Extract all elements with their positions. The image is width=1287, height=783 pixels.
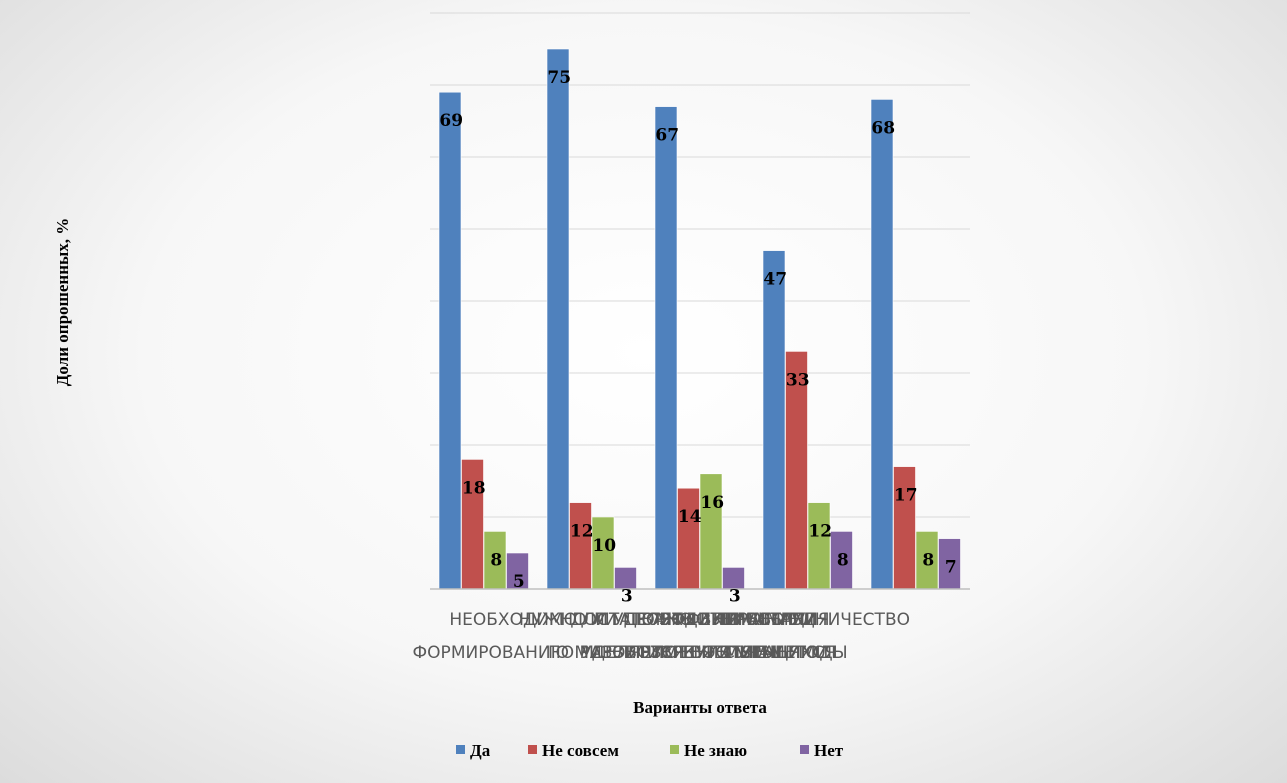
bar xyxy=(870,99,894,590)
category-label: ДОСТАТОЧНО ЛИ ВНИМАНИЯ xyxy=(570,610,829,630)
gridlines xyxy=(430,12,970,518)
data-label: 3 xyxy=(621,586,633,606)
legend-swatch xyxy=(670,745,679,754)
legend: Да Не совсем Не знаю Нет xyxy=(456,741,844,760)
category-label: НУЖНО ЛИ ПРОВОДИТЬ РАБОТУ xyxy=(519,610,806,630)
legend-swatch xyxy=(800,745,809,754)
bar xyxy=(699,473,723,590)
legend-label: Да xyxy=(470,741,491,760)
category-label: НЕОБХОДИМО ЛИ УДЕЛЯТЬ ВНИМАНИЕ xyxy=(449,610,799,630)
data-label: 8 xyxy=(837,550,849,570)
legend-label: Не совсем xyxy=(542,741,619,760)
bar xyxy=(654,106,678,590)
y-axis-title: Доли опрошенных, % xyxy=(53,218,72,387)
data-label: 8 xyxy=(490,550,502,570)
category-label: УДЕЛЯЕТСЯ ВОСПИТАНИЮ xyxy=(581,643,818,663)
bar xyxy=(438,91,462,590)
bar xyxy=(807,502,831,590)
data-label: 12 xyxy=(808,522,832,542)
bar xyxy=(546,48,570,590)
legend-swatch xyxy=(456,745,465,754)
data-label: 5 xyxy=(513,572,525,592)
data-label: 3 xyxy=(729,586,741,606)
data-label: 14 xyxy=(678,507,702,527)
data-label: 12 xyxy=(570,522,594,542)
data-label: 18 xyxy=(462,478,486,498)
bar xyxy=(762,250,786,590)
bar xyxy=(677,487,700,590)
data-label: 8 xyxy=(922,550,934,570)
data-label: 33 xyxy=(786,370,810,390)
data-label: 47 xyxy=(763,270,787,290)
legend-swatch xyxy=(528,745,537,754)
category-label: ЭФФЕКТИВНЫ ЛИ xyxy=(659,610,816,630)
data-label: 7 xyxy=(945,558,957,578)
x-axis-title: Варианты ответа xyxy=(633,698,767,717)
data-label: 69 xyxy=(439,111,463,131)
category-label: ПРИМЕНЯЕМЫЕ МЕТОДЫ xyxy=(628,643,848,663)
data-label: 67 xyxy=(655,126,679,146)
category-label: ФОРМИРОВАНИЮ МИРОВОЗЗРЕНИЯ УЧАЩИХСЯ xyxy=(413,643,837,663)
data-label: 16 xyxy=(700,493,724,513)
bar xyxy=(569,502,592,590)
category-label: ВАЖНО ЛИ СОТРУДНИЧЕСТВО xyxy=(641,610,910,630)
data-label: 68 xyxy=(871,118,895,138)
data-label: 75 xyxy=(547,68,571,88)
data-label: 17 xyxy=(894,486,918,506)
legend-label: Нет xyxy=(814,741,844,760)
data-label: 10 xyxy=(592,536,616,556)
legend-label: Не знаю xyxy=(684,741,747,760)
category-labels: НЕОБХОДИМО ЛИ УДЕЛЯТЬ ВНИМАНИЕ ФОРМИРОВАН… xyxy=(413,610,910,663)
category-label: С СЕМЬЯМИ xyxy=(723,643,828,663)
category-label: ПО РАЗВИТИЮ КУЛЬТУРЫ xyxy=(548,643,776,663)
